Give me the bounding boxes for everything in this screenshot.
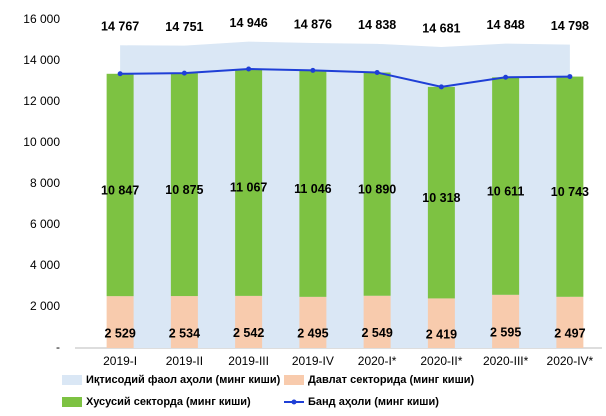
area xyxy=(120,41,570,349)
bar-label: 10 318 xyxy=(422,191,460,205)
x-tick-label: 2020-II* xyxy=(420,354,462,368)
x-tick-label: 2019-II xyxy=(166,354,203,368)
legend-label: Банд аҳоли (минг киши) xyxy=(308,396,439,408)
bar-label: 10 743 xyxy=(551,185,589,199)
bar xyxy=(363,295,391,348)
bar xyxy=(235,295,263,348)
legend-label: Хусусий секторда (минг киши) xyxy=(86,396,251,408)
area-label: 14 848 xyxy=(487,18,525,32)
bar-label: 2 549 xyxy=(361,326,392,340)
bar xyxy=(363,72,391,296)
y-tick-label: 14 000 xyxy=(23,53,60,67)
bar xyxy=(170,296,198,348)
bar-label: 11 046 xyxy=(294,182,332,196)
bar-label: 10 875 xyxy=(165,183,203,197)
y-tick-label: 12 000 xyxy=(23,94,60,108)
area-label: 14 876 xyxy=(294,17,332,31)
line-marker xyxy=(567,74,573,80)
y-tick-label: 16 000 xyxy=(23,12,60,26)
bar-label: 2 497 xyxy=(554,327,585,341)
bar xyxy=(106,73,134,297)
y-tick-label: 6 000 xyxy=(30,217,60,231)
bar-label: 2 595 xyxy=(490,326,521,340)
x-tick-label: 2019-III xyxy=(228,354,269,368)
line-marker xyxy=(117,71,123,77)
bar-label: 2 534 xyxy=(169,326,200,340)
area-label: 14 946 xyxy=(230,16,268,30)
x-tick-label: 2020-III* xyxy=(483,354,529,368)
line-marker xyxy=(246,66,252,72)
bar-label: 10 847 xyxy=(101,183,139,197)
bar xyxy=(556,76,584,297)
line-marker xyxy=(181,70,187,76)
area-label: 14 838 xyxy=(358,18,396,32)
bar-label: 2 542 xyxy=(233,326,264,340)
y-tick-label: 2 000 xyxy=(30,299,60,313)
bar-label: 10 890 xyxy=(358,182,396,196)
x-tick-label: 2020-I* xyxy=(358,354,397,368)
bar xyxy=(427,86,455,299)
area-label: 14 798 xyxy=(551,19,589,33)
bar xyxy=(106,296,134,348)
bar xyxy=(492,294,520,348)
line-marker xyxy=(503,74,509,80)
x-tick-label: 2019-I xyxy=(103,354,137,368)
line xyxy=(120,68,570,88)
x-tick-label: 2019-IV xyxy=(292,354,334,368)
legend-label: Давлат секторида (минг киши) xyxy=(308,374,475,386)
bar-label: 2 419 xyxy=(426,328,457,342)
bar xyxy=(492,77,520,295)
bar xyxy=(170,73,198,297)
line-marker xyxy=(438,84,444,90)
legend-swatch xyxy=(62,397,82,407)
line-marker xyxy=(310,67,316,73)
legend-swatch xyxy=(62,375,82,385)
y-tick-label: 4 000 xyxy=(30,258,60,272)
bar xyxy=(299,70,327,297)
line-marker xyxy=(374,70,380,76)
y-tick-label: 10 000 xyxy=(23,135,60,149)
legend-swatch xyxy=(284,375,304,385)
area-label: 14 751 xyxy=(165,20,203,34)
y-tick-label: 8 000 xyxy=(30,176,60,190)
y-tick-label: - xyxy=(56,340,60,354)
bar xyxy=(427,298,455,348)
area-label: 14 767 xyxy=(101,20,139,34)
bar xyxy=(299,296,327,348)
legend-label: Иқтисодий фаол аҳоли (минг киши) xyxy=(86,374,281,386)
bar xyxy=(235,69,263,296)
bar-label: 2 495 xyxy=(297,327,328,341)
bar-label: 10 611 xyxy=(487,184,525,198)
legend-swatch xyxy=(291,399,297,405)
area-label: 14 681 xyxy=(422,21,460,35)
bar-label: 11 067 xyxy=(230,181,268,195)
bar-label: 2 529 xyxy=(104,326,135,340)
bar xyxy=(556,296,584,348)
x-tick-label: 2020-IV* xyxy=(547,354,594,368)
